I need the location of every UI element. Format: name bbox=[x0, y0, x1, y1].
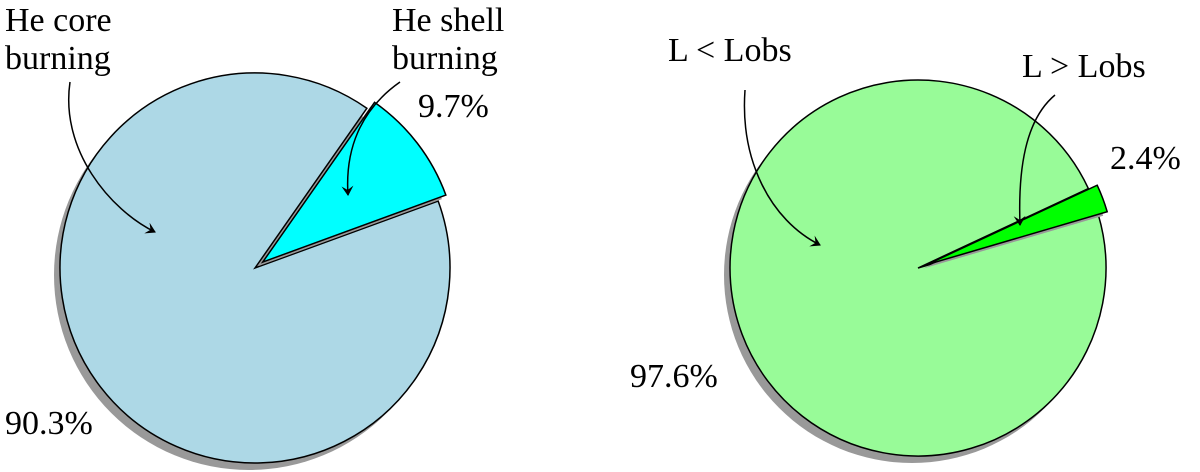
arrow bbox=[68, 81, 156, 234]
arrow bbox=[1013, 94, 1056, 226]
category-label: L > Lobs bbox=[1022, 48, 1146, 85]
pie-slice bbox=[729, 79, 1107, 457]
value-label: 2.4% bbox=[1110, 140, 1181, 177]
arrow bbox=[743, 89, 821, 247]
category-label: L < Lobs bbox=[668, 32, 792, 69]
value-label: 97.6% bbox=[630, 358, 718, 395]
value-label: 9.7% bbox=[418, 88, 489, 125]
pie-slice bbox=[59, 72, 451, 464]
pie-slice bbox=[260, 101, 447, 264]
category-label: He core burning bbox=[5, 2, 112, 77]
category-label: He shell burning bbox=[392, 2, 505, 77]
value-label: 90.3% bbox=[5, 405, 93, 442]
arrow bbox=[341, 81, 401, 196]
